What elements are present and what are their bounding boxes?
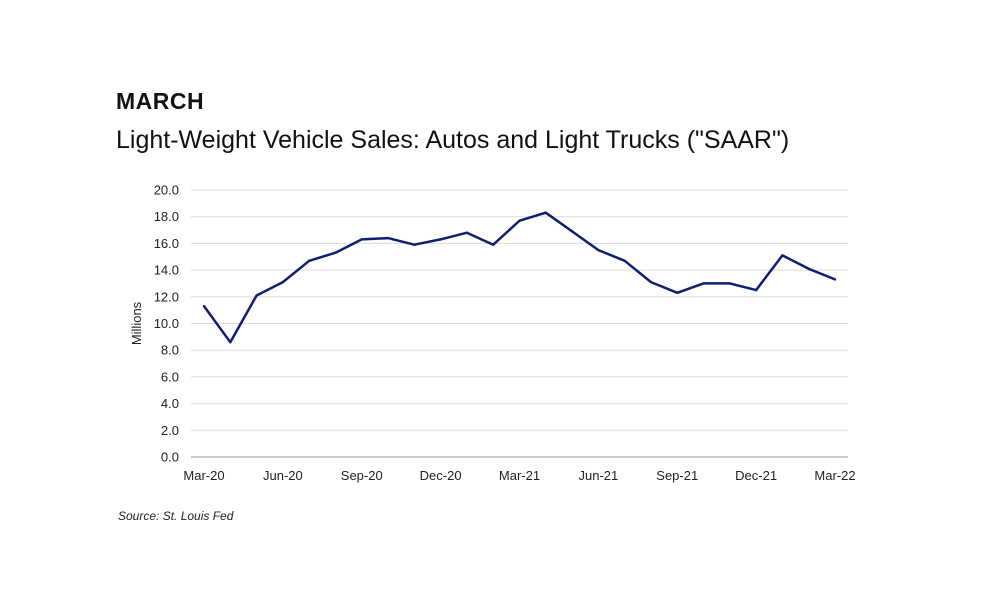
x-tick-label: Dec-21	[735, 468, 777, 483]
data-point	[465, 231, 469, 234]
y-tick-label: 16.0	[154, 236, 179, 251]
data-point	[492, 243, 495, 246]
data-point	[649, 280, 653, 284]
data-point	[676, 291, 679, 294]
y-axis-label: Millions	[129, 301, 144, 345]
y-axis-ticks: 0.0 2.0 4.0 6.0 8.0 10.0 12.0 14.0 16.0 18.0 20.0	[154, 183, 179, 465]
x-tick-label: Mar-20	[183, 468, 224, 483]
y-tick-label: 18.0	[154, 209, 179, 224]
data-point	[281, 280, 285, 284]
series-line	[202, 211, 836, 344]
data-point	[202, 304, 206, 308]
data-point	[623, 259, 626, 262]
x-tick-label: Mar-21	[499, 468, 540, 483]
data-point	[702, 282, 705, 285]
x-tick-label: Dec-20	[420, 468, 462, 483]
y-tick-label: 0.0	[161, 450, 179, 465]
data-point	[597, 248, 600, 252]
x-tick-label: Jun-20	[263, 468, 303, 483]
data-point	[781, 254, 784, 257]
y-tick-label: 6.0	[161, 369, 179, 384]
page-heading: MARCH	[116, 88, 205, 114]
data-point	[439, 238, 442, 241]
y-tick-label: 8.0	[161, 343, 179, 358]
data-point	[307, 259, 311, 262]
data-point	[518, 219, 521, 222]
data-point	[807, 267, 810, 270]
data-point	[360, 238, 363, 241]
y-tick-label: 12.0	[154, 289, 179, 304]
data-point	[833, 278, 837, 281]
data-point	[413, 243, 416, 246]
data-point	[334, 251, 337, 254]
data-points	[202, 211, 837, 344]
data-point	[570, 230, 574, 233]
y-tick-label: 14.0	[154, 263, 179, 278]
data-point	[544, 211, 547, 214]
x-axis-ticks: Mar-20 Jun-20 Sep-20 Dec-20 Mar-21 Jun-21 Sep-…	[183, 468, 855, 483]
data-point	[255, 294, 258, 297]
source-note: Source: St. Louis Fed	[118, 509, 234, 523]
x-tick-label: Sep-21	[656, 468, 698, 483]
y-tick-label: 4.0	[161, 396, 179, 411]
gridlines	[191, 189, 848, 458]
x-tick-label: Sep-20	[341, 468, 383, 483]
data-point	[386, 236, 390, 240]
x-tick-label: Jun-21	[579, 468, 619, 483]
data-point	[754, 288, 758, 292]
y-tick-label: 20.0	[154, 183, 179, 198]
y-tick-label: 2.0	[161, 423, 179, 438]
chart-title: Light-Weight Vehicle Sales: Autos and Li…	[116, 126, 790, 154]
y-tick-label: 10.0	[154, 316, 179, 331]
x-tick-label: Mar-22	[814, 468, 855, 483]
data-point	[229, 340, 232, 344]
data-point	[728, 282, 732, 285]
